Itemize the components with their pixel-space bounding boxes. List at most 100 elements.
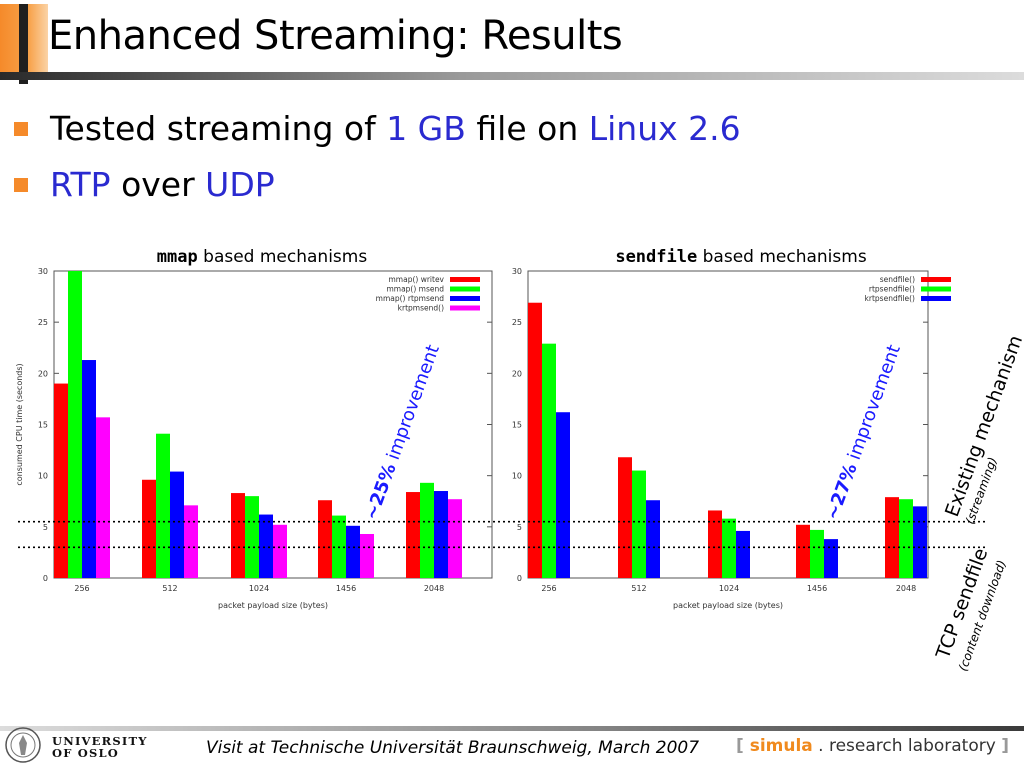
chart-title: mmap based mechanisms bbox=[157, 247, 368, 267]
bullet-list: Tested streaming of 1 GB file on Linux 2… bbox=[12, 108, 741, 220]
improvement-annotation: ~27% improvement bbox=[822, 342, 905, 523]
simula-rest: . research laboratory bbox=[812, 736, 1002, 756]
legend-label: krtpmsend() bbox=[398, 304, 444, 313]
x-tick-label: 1456 bbox=[807, 584, 827, 593]
title-accent-bar bbox=[19, 4, 28, 84]
bar bbox=[899, 499, 913, 578]
x-tick-label: 1024 bbox=[249, 584, 269, 593]
y-tick-label: 15 bbox=[512, 421, 522, 430]
title-rule bbox=[0, 72, 1024, 80]
bar bbox=[810, 529, 824, 578]
bar bbox=[420, 482, 434, 578]
university-line1: UNIVERSITY bbox=[52, 734, 148, 748]
y-tick-label: 0 bbox=[517, 574, 522, 583]
bar bbox=[318, 500, 332, 578]
legend-label: rtpsendfile() bbox=[869, 285, 915, 294]
legend-swatch bbox=[450, 305, 480, 311]
x-tick-label: 256 bbox=[74, 584, 89, 593]
x-axis-label: packet payload size (bytes) bbox=[218, 601, 328, 610]
chart-title: sendfile based mechanisms bbox=[615, 247, 866, 267]
y-axis-label: consumed CPU time (seconds) bbox=[15, 363, 24, 485]
y-tick-label: 20 bbox=[38, 369, 48, 378]
legend-swatch bbox=[921, 286, 951, 292]
bullet-highlight: Linux 2.6 bbox=[588, 109, 741, 148]
bar bbox=[646, 500, 660, 578]
bullet-highlight: UDP bbox=[205, 165, 275, 204]
x-tick-label: 256 bbox=[541, 584, 556, 593]
bar bbox=[184, 505, 198, 578]
bar bbox=[259, 514, 273, 578]
y-tick-label: 25 bbox=[512, 318, 522, 327]
legend-label: mmap() rtpmsend bbox=[376, 294, 445, 303]
y-tick-label: 10 bbox=[38, 472, 48, 481]
bullet-item: RTP over UDP bbox=[12, 164, 741, 220]
bar bbox=[434, 491, 448, 578]
y-tick-label: 15 bbox=[38, 421, 48, 430]
legend-swatch bbox=[450, 277, 480, 282]
bar bbox=[346, 525, 360, 578]
simula-bracket-open: [ bbox=[736, 736, 750, 756]
bar bbox=[231, 493, 245, 578]
footer-text: Visit at Technische Universität Braunsch… bbox=[206, 738, 700, 758]
y-tick-label: 10 bbox=[512, 472, 522, 481]
x-axis-label: packet payload size (bytes) bbox=[673, 601, 783, 610]
bar bbox=[796, 524, 810, 578]
footer-rule bbox=[0, 726, 1024, 731]
bar bbox=[722, 518, 736, 578]
legend-label: mmap() msend bbox=[386, 285, 444, 294]
x-tick-label: 512 bbox=[162, 584, 177, 593]
bar bbox=[54, 383, 68, 578]
bar bbox=[170, 471, 184, 578]
bar bbox=[528, 302, 542, 578]
bullet-part: over bbox=[110, 165, 206, 204]
legend-swatch bbox=[921, 277, 951, 282]
bullet-square-icon bbox=[14, 178, 28, 192]
y-tick-label: 20 bbox=[512, 369, 522, 378]
bar bbox=[736, 530, 750, 578]
legend-label: mmap() writev bbox=[389, 275, 445, 284]
y-tick-label: 30 bbox=[38, 267, 48, 276]
bar bbox=[142, 479, 156, 578]
simula-bracket-close: ] bbox=[1001, 736, 1009, 756]
y-tick-label: 0 bbox=[43, 574, 48, 583]
chart-title-code: mmap bbox=[157, 247, 198, 267]
slide-title: Enhanced Streaming: Results bbox=[48, 13, 623, 59]
bar bbox=[885, 497, 899, 578]
bullet-highlight: 1 GB bbox=[386, 109, 466, 148]
university-line2: OF OSLO bbox=[52, 746, 120, 760]
bullet-highlight: RTP bbox=[50, 165, 111, 204]
bar bbox=[632, 470, 646, 578]
bar bbox=[618, 457, 632, 578]
bar bbox=[156, 433, 170, 578]
legend-swatch bbox=[921, 296, 951, 301]
x-tick-label: 1024 bbox=[719, 584, 739, 593]
improvement-text: improvement bbox=[842, 342, 905, 468]
bar bbox=[913, 506, 927, 578]
bar bbox=[448, 499, 462, 578]
bar bbox=[360, 533, 374, 578]
university-name: UNIVERSITY OF OSLO bbox=[52, 735, 148, 759]
chart-title-rest: based mechanisms bbox=[697, 247, 867, 267]
legend-swatch bbox=[450, 286, 480, 292]
legend-label: sendfile() bbox=[880, 275, 915, 284]
x-tick-label: 1456 bbox=[336, 584, 356, 593]
chart-title-code: sendfile bbox=[615, 247, 697, 267]
bar bbox=[82, 360, 96, 578]
bar bbox=[708, 510, 722, 578]
improvement-text: improvement bbox=[381, 342, 444, 468]
improvement-percent: ~25% bbox=[361, 461, 401, 523]
y-tick-label: 25 bbox=[38, 318, 48, 327]
bar bbox=[68, 271, 82, 578]
bullet-square-icon bbox=[14, 122, 28, 136]
bar bbox=[96, 417, 110, 578]
y-tick-label: 5 bbox=[517, 523, 522, 532]
bar bbox=[542, 343, 556, 578]
y-tick-label: 5 bbox=[43, 523, 48, 532]
x-tick-label: 512 bbox=[631, 584, 646, 593]
simula-logo: [ simula . research laboratory ] bbox=[736, 736, 1009, 756]
legend-swatch bbox=[450, 296, 480, 301]
x-tick-label: 2048 bbox=[896, 584, 916, 593]
bar bbox=[556, 412, 570, 578]
bullet-part: file on bbox=[465, 109, 589, 148]
